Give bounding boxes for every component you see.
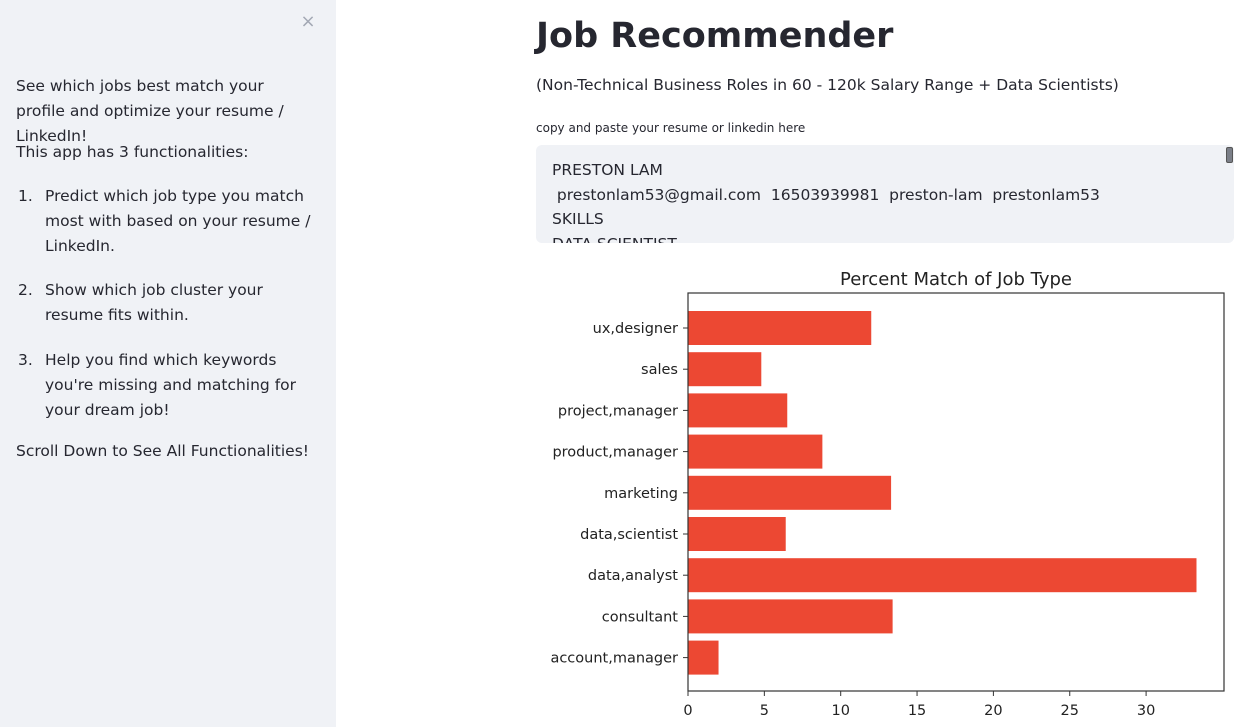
x-tick-label: 5 — [760, 703, 769, 719]
resume-line: DATA SCIENTIST — [552, 232, 1218, 244]
x-tick-label: 15 — [908, 703, 926, 719]
bar-marketing — [688, 475, 892, 510]
x-tick-label: 20 — [984, 703, 1002, 719]
y-tick-label: product,manager — [552, 445, 678, 461]
job-match-chart: Percent Match of Job Type ux,designer sal… — [550, 269, 1225, 719]
resume-line: PRESTON LAM — [552, 161, 663, 179]
list-text: Predict which job type you match most wi… — [45, 187, 311, 255]
list-number: 1. — [18, 187, 33, 205]
x-tick-label: 30 — [1137, 703, 1155, 719]
resume-line: SKILLS — [552, 210, 604, 228]
sidebar: × See which jobs best match your profile… — [0, 0, 336, 727]
chart-title: Percent Match of Job Type — [840, 269, 1072, 290]
list-number: 3. — [18, 351, 33, 369]
x-tick-label: 25 — [1061, 703, 1079, 719]
y-tick-label: data,analyst — [588, 568, 678, 584]
sidebar-intro: See which jobs best match your profile a… — [16, 77, 284, 145]
page-subtitle: (Non-Technical Business Roles in 60 - 12… — [536, 76, 1119, 94]
bar-data-analyst — [688, 558, 1197, 593]
resume-textarea[interactable]: PRESTON LAM prestonlam53@gmail.com 16503… — [536, 145, 1234, 243]
list-number: 2. — [18, 281, 33, 299]
y-tick-label: project,manager — [558, 403, 678, 419]
list-text: Help you find which keywords you're miss… — [45, 351, 297, 419]
x-tick-label: 10 — [831, 703, 849, 719]
bar-data-scientist — [688, 517, 786, 551]
y-tick-label: consultant — [602, 609, 679, 625]
sidebar-footer: Scroll Down to See All Functionalities! — [16, 442, 309, 460]
bar-sales — [688, 352, 762, 387]
resume-input-label: copy and paste your resume or linkedin h… — [536, 121, 806, 135]
bar-account-manager — [688, 640, 719, 675]
y-tick-label: marketing — [604, 486, 678, 502]
page-title: Job Recommender — [536, 16, 894, 56]
resume-line: prestonlam53@gmail.com 16503939981 prest… — [552, 185, 1100, 204]
plot-frame — [687, 292, 1225, 692]
x-tick-label: 0 — [683, 703, 692, 719]
bar-ux-designer — [688, 311, 872, 345]
y-tick-label: account,manager — [550, 651, 678, 667]
y-tick-label: sales — [641, 362, 678, 378]
textarea-scrollbar[interactable] — [1226, 147, 1233, 163]
y-tick-label: ux,designer — [593, 321, 678, 337]
bar-project-manager — [688, 393, 788, 428]
close-icon[interactable]: × — [300, 11, 316, 32]
bar-product-manager — [688, 434, 823, 469]
list-text: Show which job cluster your resume fits … — [45, 281, 263, 324]
functionalities-heading: This app has 3 functionalities: — [16, 143, 249, 161]
y-tick-label: data,scientist — [580, 527, 678, 543]
bar-consultant — [688, 599, 893, 634]
